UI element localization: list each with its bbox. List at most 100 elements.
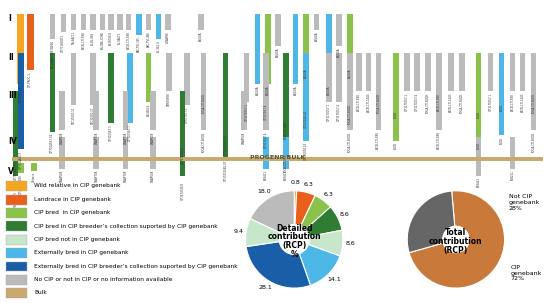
- Bar: [488, 53, 493, 92]
- Bar: [12, 157, 543, 161]
- Text: CIP bred not in CIP genebank: CIP bred not in CIP genebank: [35, 237, 120, 242]
- Bar: [150, 92, 156, 130]
- Wedge shape: [305, 207, 342, 237]
- Bar: [425, 53, 431, 92]
- Bar: [50, 53, 55, 132]
- Text: AQUUA: AQUUA: [266, 86, 270, 95]
- Bar: [223, 53, 228, 132]
- Bar: [303, 53, 309, 109]
- Text: DNAP508: DNAP508: [151, 132, 155, 144]
- Bar: [326, 14, 332, 84]
- Text: 8.6: 8.6: [346, 241, 355, 246]
- Text: ASCB-CTI-888: ASCB-CTI-888: [510, 93, 515, 111]
- Wedge shape: [250, 191, 294, 233]
- Bar: [60, 14, 66, 32]
- Text: POCA-CTI-BUCK: POCA-CTI-BUCK: [531, 132, 536, 152]
- Text: CIP394001.289: CIP394001.289: [19, 175, 23, 194]
- Text: (RCP): (RCP): [444, 245, 468, 255]
- Text: POCA-CTI-BUCK: POCA-CTI-BUCK: [376, 93, 381, 113]
- Text: AQUUA: AQUUA: [276, 47, 280, 57]
- Bar: [6, 221, 27, 231]
- Bar: [136, 14, 142, 35]
- Text: BUCK: BUCK: [476, 110, 481, 118]
- Bar: [265, 14, 271, 84]
- Text: POCA-CTI-BUCK: POCA-CTI-BUCK: [531, 93, 536, 113]
- Bar: [6, 261, 27, 271]
- Wedge shape: [295, 191, 315, 226]
- Text: Landrace in CIP genebank: Landrace in CIP genebank: [35, 197, 113, 202]
- Bar: [165, 14, 170, 30]
- Bar: [303, 14, 309, 67]
- Bar: [283, 137, 289, 169]
- Text: BUCK: BUCK: [394, 110, 398, 118]
- Text: BIG-BULK: BIG-BULK: [146, 103, 151, 116]
- Text: CIP3170057.1: CIP3170057.1: [405, 93, 409, 111]
- Wedge shape: [246, 242, 310, 288]
- Text: 6.3: 6.3: [303, 182, 313, 187]
- Text: contribution: contribution: [429, 237, 483, 246]
- Text: IV: IV: [8, 137, 17, 146]
- Bar: [303, 92, 309, 141]
- Bar: [263, 92, 269, 130]
- Text: CIP bred in CIP breeder’s collection suported by CIP genebank: CIP bred in CIP breeder’s collection sup…: [35, 224, 218, 228]
- Text: Externally bred in CIP breeder’s collection suported by CIP genebank: Externally bred in CIP breeder’s collect…: [35, 264, 238, 268]
- Bar: [18, 14, 24, 84]
- Bar: [108, 14, 114, 30]
- Text: 28.1: 28.1: [258, 285, 272, 291]
- Text: Wild relative in CIP genebank: Wild relative in CIP genebank: [35, 183, 123, 188]
- Text: AQUUA: AQUUA: [199, 31, 203, 41]
- Bar: [117, 14, 123, 30]
- Bar: [314, 14, 319, 30]
- Text: POCA-CTI-BUCK: POCA-CTI-BUCK: [426, 93, 430, 113]
- Text: CIP79640G.975: CIP79640G.975: [13, 191, 18, 211]
- Text: POCB-CTI-888: POCB-CTI-888: [284, 121, 288, 139]
- Text: CIP-PROC-1: CIP-PROC-1: [28, 72, 32, 87]
- Text: ASCB-CTI-888: ASCB-CTI-888: [437, 93, 441, 111]
- Bar: [156, 14, 161, 39]
- Bar: [393, 53, 399, 109]
- Bar: [90, 14, 96, 30]
- Bar: [275, 14, 280, 46]
- Bar: [356, 53, 362, 92]
- Bar: [123, 92, 128, 130]
- Bar: [81, 14, 86, 30]
- Text: CIP700G567.74: CIP700G567.74: [50, 133, 54, 153]
- Text: CIP771HOGT.1: CIP771HOGT.1: [61, 33, 65, 52]
- Text: B08411: B08411: [264, 170, 268, 180]
- Bar: [347, 53, 353, 102]
- Text: ASCB-CTI-888: ASCB-CTI-888: [376, 132, 381, 149]
- Text: BUCK: BUCK: [499, 137, 504, 144]
- Text: CIP3170057.1: CIP3170057.1: [327, 103, 331, 121]
- Bar: [366, 53, 371, 92]
- Text: ASCB-CTI-1443: ASCB-CTI-1443: [449, 93, 453, 112]
- Text: ASCB-CTI-888: ASCB-CTI-888: [126, 31, 131, 49]
- Text: Victoria: Victoria: [32, 172, 36, 182]
- Text: POCA-CTI-BUCK: POCA-CTI-BUCK: [348, 132, 352, 152]
- Wedge shape: [299, 245, 340, 285]
- Bar: [71, 14, 76, 30]
- Text: ABC-TVI-456: ABC-TVI-456: [146, 31, 151, 47]
- Bar: [13, 137, 18, 190]
- Bar: [414, 53, 420, 92]
- Wedge shape: [294, 191, 296, 225]
- Text: CIP7674740.8: CIP7674740.8: [180, 182, 185, 200]
- Bar: [244, 53, 249, 102]
- Bar: [347, 92, 353, 130]
- Bar: [146, 53, 151, 102]
- Bar: [499, 53, 504, 102]
- Bar: [94, 92, 99, 130]
- Bar: [166, 53, 172, 92]
- Bar: [283, 92, 289, 153]
- Bar: [459, 53, 465, 92]
- Bar: [241, 92, 247, 130]
- Text: BUCK: BUCK: [476, 142, 481, 149]
- Text: contribution: contribution: [267, 232, 321, 241]
- Text: CIP317057.4: CIP317057.4: [264, 103, 268, 120]
- Text: CIP3170057.4: CIP3170057.4: [337, 103, 341, 121]
- Bar: [404, 53, 410, 92]
- Text: Externally bred in CIP genebank: Externally bred in CIP genebank: [35, 250, 131, 255]
- Text: CPC30000.11: CPC30000.11: [72, 107, 76, 124]
- Text: DNAP708: DNAP708: [123, 132, 128, 144]
- Text: BUCK: BUCK: [499, 103, 504, 111]
- Bar: [100, 14, 105, 30]
